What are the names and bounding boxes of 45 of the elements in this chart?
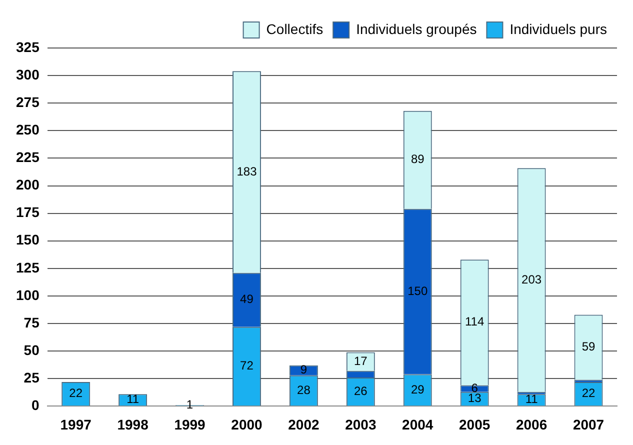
x-tick-label: 2004	[402, 416, 434, 432]
x-tick-label: 2007	[572, 416, 604, 432]
legend-label: Collectifs	[266, 20, 324, 37]
data-label: 13	[468, 391, 482, 406]
data-label: 29	[410, 382, 425, 396]
data-label: 72	[240, 358, 254, 373]
y-tick-label: 325	[16, 38, 40, 55]
data-label: 28	[297, 382, 311, 397]
x-tick-label: 1999	[174, 416, 206, 432]
y-tick-label: 225	[16, 149, 40, 166]
data-label: 150	[408, 284, 428, 298]
y-tick-label: 25	[24, 370, 40, 386]
data-label: 26	[354, 384, 368, 398]
data-label: 11	[525, 392, 538, 406]
data-label: 22	[582, 386, 596, 400]
data-label: 9	[300, 362, 308, 377]
data-label: 183	[236, 164, 258, 178]
y-tick-label: 150	[16, 232, 40, 248]
x-tick-label: 2003	[345, 416, 376, 432]
y-tick-label: 300	[16, 66, 40, 82]
y-tick-label: 100	[16, 286, 40, 303]
y-tick-label: 200	[16, 176, 40, 193]
y-tick-label: 50	[24, 342, 40, 358]
x-tick-label: 2005	[459, 416, 490, 432]
x-tick-label: 2000	[231, 416, 263, 432]
data-label: 89	[410, 152, 425, 166]
data-label: 22	[69, 386, 83, 400]
y-tick-label: 0	[32, 397, 40, 414]
x-tick-label: 1997	[60, 416, 92, 432]
x-tick-label: 2002	[288, 416, 320, 432]
y-tick-label: 275	[16, 94, 40, 110]
data-label: 17	[354, 354, 368, 368]
y-tick-label: 125	[16, 259, 40, 276]
y-tick-label: 75	[24, 314, 40, 330]
data-label: 49	[240, 292, 254, 306]
x-tick-label: 1998	[117, 416, 149, 432]
data-label: 114	[465, 314, 484, 329]
data-label: 203	[522, 272, 542, 286]
legend-label: Individuels groupés	[356, 20, 477, 37]
x-tick-label: 2006	[516, 416, 548, 432]
data-label: 59	[582, 340, 596, 354]
data-label: 11	[126, 392, 140, 406]
legend-label: Individuels purs	[510, 20, 608, 37]
y-tick-label: 175	[16, 204, 40, 220]
y-tick-label: 250	[16, 122, 40, 138]
